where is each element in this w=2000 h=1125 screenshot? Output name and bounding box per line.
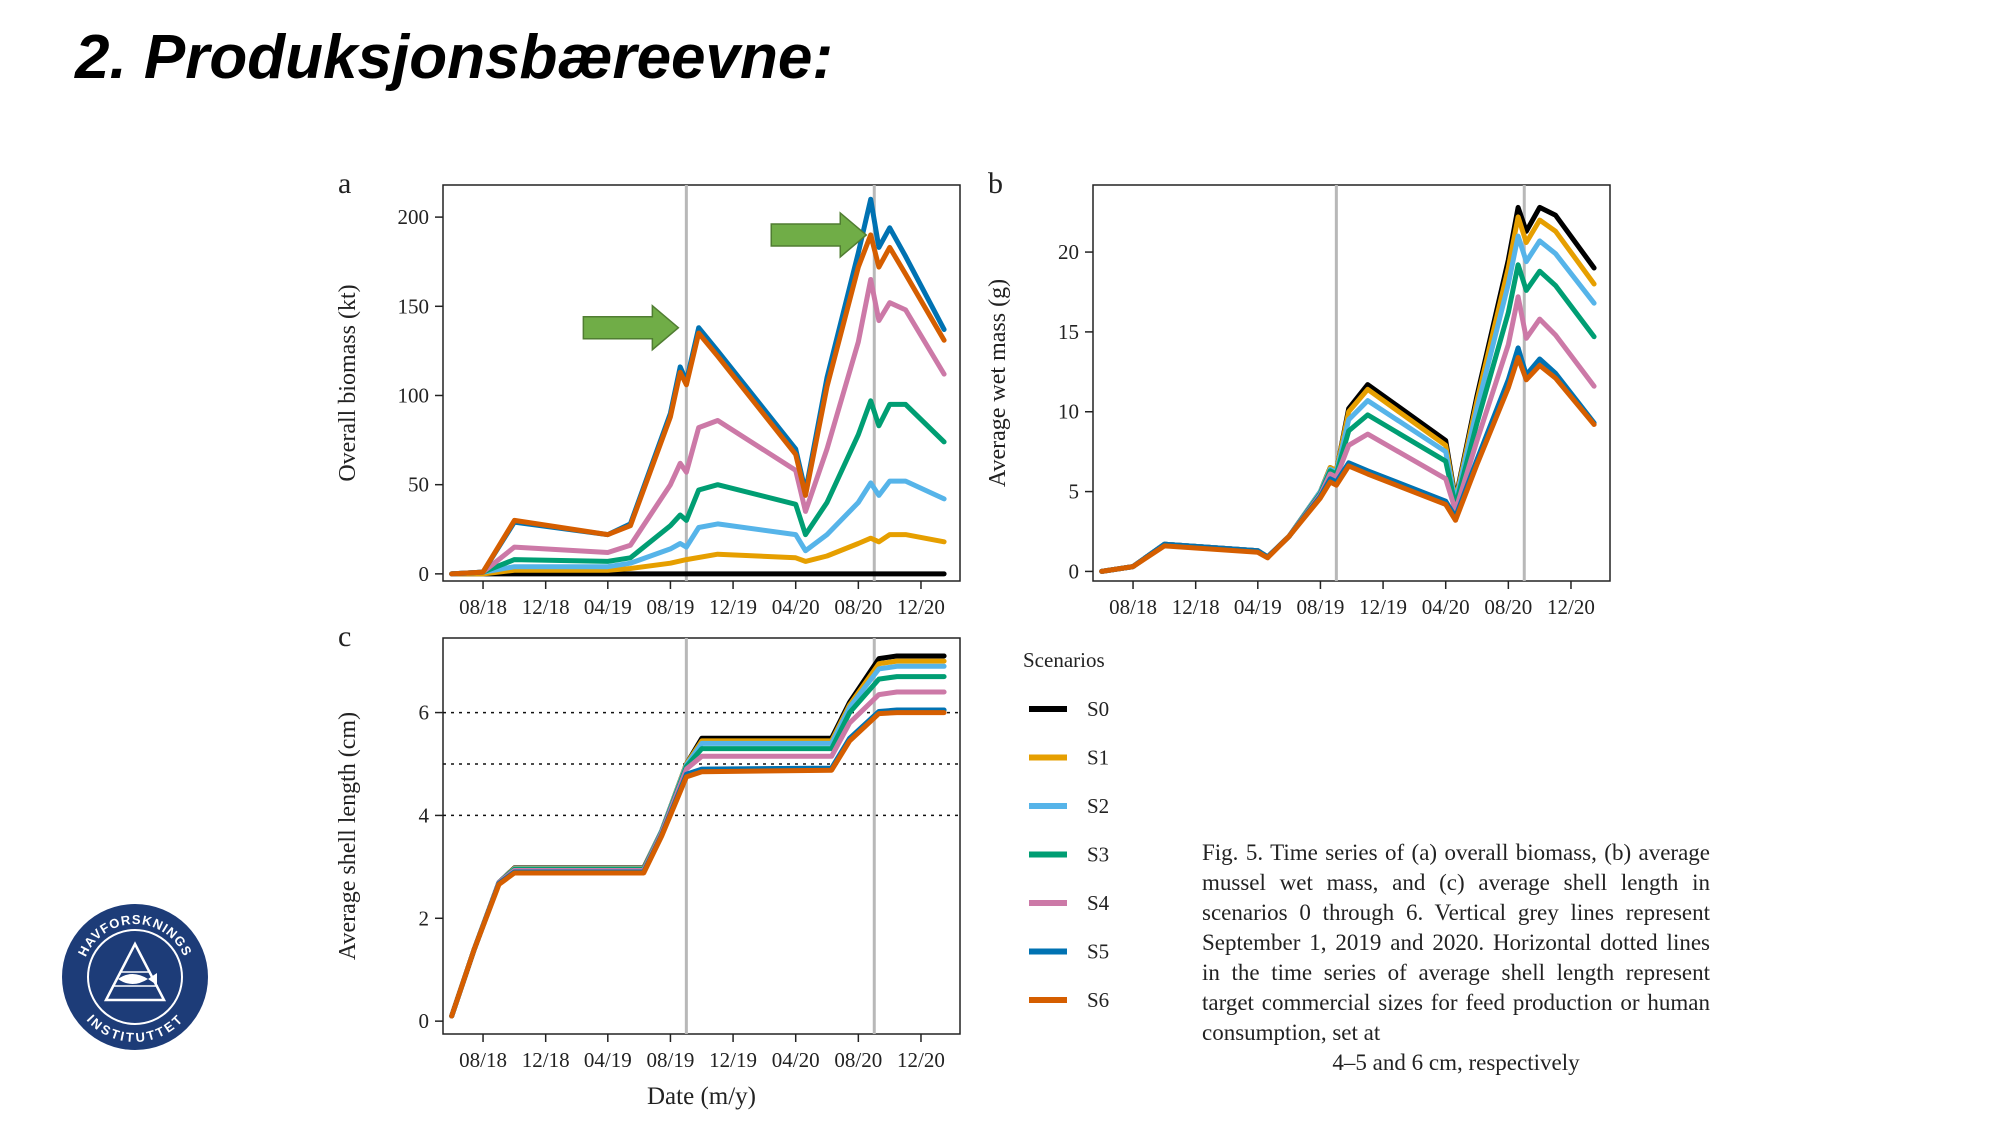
- y-tick-label: 0: [419, 1009, 430, 1033]
- x-tick-label: 08/20: [834, 1048, 882, 1072]
- y-axis-label: Overall biomass (kt): [335, 284, 361, 481]
- series-line-s6: [1099, 355, 1597, 574]
- x-tick-label: 04/20: [772, 1048, 820, 1072]
- series-line-s1: [449, 658, 947, 1019]
- series-group: [449, 653, 947, 1019]
- legend-label-s0: S0: [1087, 697, 1109, 721]
- havforskningsinstituttet-logo: HAVFORSKNINGS INSTITUTTET: [62, 904, 208, 1050]
- panel-c-shell-length: c 08/18 12/18 04/19 08/19 12/19 04/20 08/20 12/2…: [335, 620, 961, 1110]
- x-tick-label: 08/20: [834, 595, 882, 619]
- series-line-s5: [449, 196, 947, 577]
- y-tick-label: 20: [1058, 240, 1079, 264]
- green-arrow-annotation: [770, 211, 868, 259]
- y-axis-label: Average wet mass (g): [985, 279, 1011, 487]
- plot-frame: [1092, 184, 1611, 582]
- panel-a-biomass: a 08/18 12/18 04/19 08/19 12/19 04/20 08/20 12/2…: [335, 167, 961, 619]
- fish-in-triangle-icon: [103, 941, 167, 1002]
- series-line-s5: [1099, 345, 1597, 574]
- x-axis-label: Date (m/y): [647, 1083, 756, 1110]
- y-tick-label: 6: [419, 701, 430, 725]
- y-tick-label: 4: [419, 803, 430, 827]
- x-tick-label: 12/19: [709, 595, 757, 619]
- figure-caption: Fig. 5. Time series of (a) overall bioma…: [1202, 838, 1710, 1078]
- legend-label-s1: S1: [1087, 746, 1109, 770]
- x-tick-label: 08/19: [647, 595, 695, 619]
- panel-label: c: [338, 620, 351, 653]
- green-arrow-annotation: [582, 304, 680, 352]
- x-tick-label: 12/19: [1359, 595, 1407, 619]
- x-tick-label: 12/18: [1172, 595, 1220, 619]
- y-tick-label: 100: [398, 383, 430, 407]
- y-tick-label: 10: [1058, 400, 1079, 424]
- legend-title: Scenarios: [1023, 648, 1105, 672]
- x-tick-label: 12/20: [1547, 595, 1595, 619]
- x-tick-label: 08/19: [1297, 595, 1345, 619]
- x-tick-label: 12/19: [709, 1048, 757, 1072]
- legend-label-s3: S3: [1087, 843, 1109, 867]
- x-tick-label: 12/18: [522, 1048, 570, 1072]
- x-tick-label: 12/20: [897, 1048, 945, 1072]
- legend-label-s5: S5: [1087, 940, 1109, 964]
- series-line-s3: [449, 674, 947, 1019]
- panel-b-wet-mass: b 08/18 12/18 04/19 08/19 12/19 04/20 08/20 12/2…: [985, 167, 1611, 619]
- y-tick-label: 50: [408, 473, 429, 497]
- caption-text: Fig. 5. Time series of (a) overall bioma…: [1202, 840, 1710, 1045]
- x-tick-label: 08/18: [459, 1048, 507, 1072]
- x-tick-label: 04/19: [584, 1048, 632, 1072]
- x-tick-label: 12/18: [522, 595, 570, 619]
- series-line-s1: [449, 532, 947, 577]
- series-line-s2: [1099, 233, 1597, 574]
- y-tick-label: 15: [1058, 320, 1079, 344]
- x-tick-label: 04/20: [1422, 595, 1470, 619]
- series-line-s3: [449, 398, 947, 577]
- y-tick-label: 150: [398, 294, 430, 318]
- legend-label-s2: S2: [1087, 794, 1109, 818]
- y-tick-label: 0: [1069, 559, 1080, 583]
- plot-frame: [442, 184, 961, 582]
- x-tick-label: 12/20: [897, 595, 945, 619]
- y-tick-label: 0: [419, 562, 430, 586]
- slide-title: 2. Produksjonsbæreevne:: [75, 23, 834, 92]
- series-group: [449, 196, 947, 577]
- legend-label-s6: S6: [1087, 988, 1109, 1012]
- panel-label: a: [338, 167, 351, 200]
- x-tick-label: 08/19: [647, 1048, 695, 1072]
- series-line-s2: [449, 478, 947, 577]
- y-tick-label: 5: [1069, 480, 1080, 504]
- series-line-s0: [1099, 204, 1597, 574]
- x-tick-label: 08/18: [1109, 595, 1157, 619]
- logo-inner-ring: [87, 929, 183, 1025]
- x-tick-label: 04/20: [772, 595, 820, 619]
- series-line-s6: [449, 232, 947, 577]
- scenario-legend: Scenarios S0 S1 S2 S3 S4 S5 S6: [1023, 648, 1110, 1012]
- y-tick-label: 200: [398, 205, 430, 229]
- series-group: [1099, 204, 1597, 574]
- x-tick-label: 04/19: [1234, 595, 1282, 619]
- panel-label: b: [988, 167, 1003, 200]
- plot-frame: [442, 637, 961, 1035]
- x-tick-label: 08/18: [459, 595, 507, 619]
- y-axis-label: Average shell length (cm): [335, 712, 361, 960]
- series-line-s4: [449, 277, 947, 577]
- caption-end: 4–5 and 6 cm, respectively: [1332, 1050, 1580, 1075]
- x-tick-label: 04/19: [584, 595, 632, 619]
- series-line-s6: [449, 710, 947, 1019]
- x-tick-label: 08/20: [1484, 595, 1532, 619]
- y-tick-label: 2: [419, 906, 430, 930]
- series-line-s0: [449, 653, 947, 1019]
- legend-label-s4: S4: [1087, 891, 1110, 915]
